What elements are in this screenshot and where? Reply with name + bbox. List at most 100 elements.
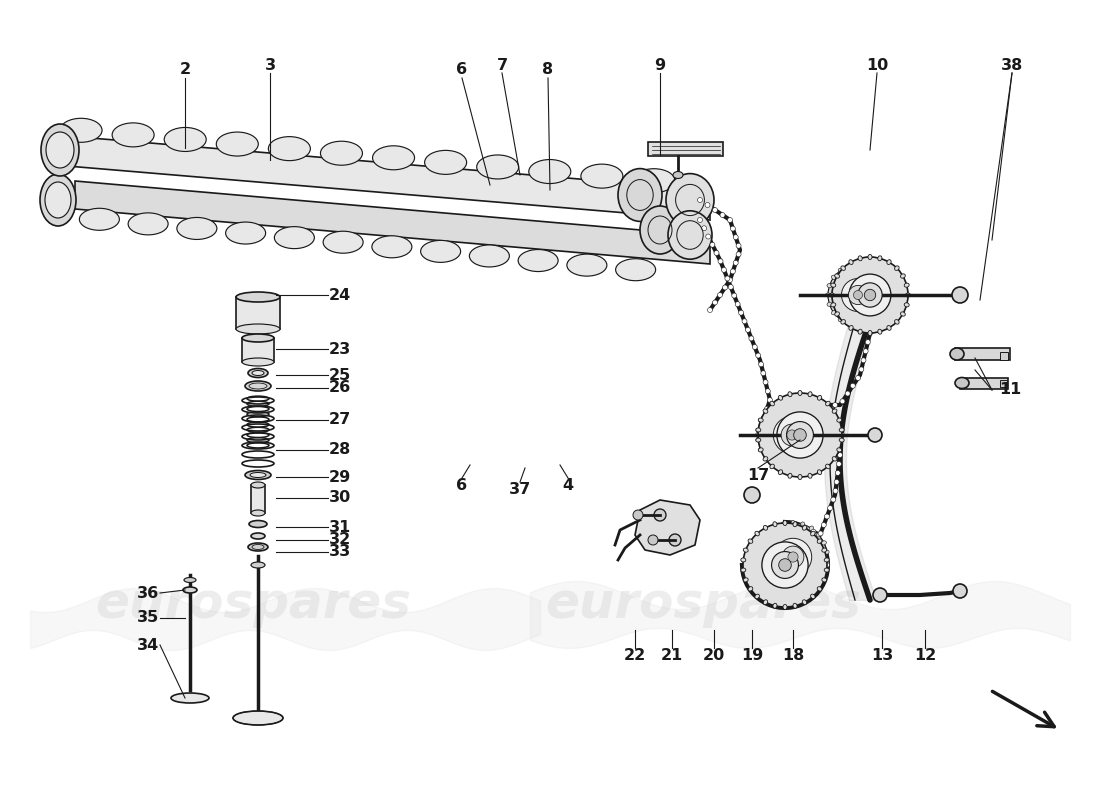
Ellipse shape [826,464,830,469]
Circle shape [736,243,741,248]
Text: 22: 22 [624,647,646,662]
Circle shape [825,562,829,567]
Circle shape [722,267,726,272]
Ellipse shape [824,550,829,554]
Ellipse shape [781,587,785,592]
Circle shape [820,555,824,560]
Ellipse shape [164,127,206,151]
Ellipse shape [757,560,762,564]
Ellipse shape [616,258,656,281]
Ellipse shape [771,462,775,466]
Ellipse shape [748,586,752,591]
Ellipse shape [788,392,792,397]
Ellipse shape [815,455,820,459]
Ellipse shape [790,466,794,471]
Ellipse shape [529,159,571,183]
Text: 9: 9 [654,58,666,73]
Ellipse shape [822,578,827,582]
Ellipse shape [760,569,764,574]
Circle shape [786,422,813,449]
Circle shape [868,330,872,335]
Circle shape [728,285,734,290]
Circle shape [738,310,744,315]
Ellipse shape [816,577,821,582]
Ellipse shape [822,541,826,545]
Ellipse shape [880,310,884,315]
Circle shape [794,429,806,442]
Ellipse shape [759,447,763,451]
Circle shape [859,367,864,372]
Circle shape [762,542,808,588]
Text: 13: 13 [871,647,893,662]
Ellipse shape [830,302,836,307]
Ellipse shape [808,462,813,466]
Text: 35: 35 [136,610,160,626]
Ellipse shape [764,410,769,415]
Circle shape [764,406,770,411]
Circle shape [714,250,719,255]
Ellipse shape [780,465,784,470]
Circle shape [832,257,908,333]
Circle shape [697,218,703,222]
Ellipse shape [763,457,768,461]
Ellipse shape [793,522,798,526]
Text: 2: 2 [179,62,190,78]
Ellipse shape [816,533,821,537]
Text: 28: 28 [329,442,351,458]
Circle shape [648,535,658,545]
Circle shape [768,398,772,402]
Circle shape [845,391,850,396]
Ellipse shape [373,146,415,170]
Ellipse shape [251,562,265,568]
Bar [236,297,280,329]
Ellipse shape [837,418,842,422]
Ellipse shape [808,474,812,478]
Circle shape [727,218,733,222]
Ellipse shape [858,330,862,334]
Text: 31: 31 [329,519,351,534]
Ellipse shape [815,410,820,415]
Ellipse shape [755,594,759,598]
Ellipse shape [884,284,889,288]
Ellipse shape [894,320,899,324]
Circle shape [713,207,717,213]
Ellipse shape [763,600,768,605]
Ellipse shape [832,310,836,315]
Circle shape [833,402,837,407]
Ellipse shape [41,124,79,176]
Ellipse shape [759,418,763,423]
Ellipse shape [817,470,822,474]
Ellipse shape [849,260,854,265]
Circle shape [759,523,827,591]
Ellipse shape [783,605,786,610]
Circle shape [707,307,713,313]
Circle shape [756,433,760,438]
Polygon shape [55,135,710,220]
Circle shape [742,318,747,324]
Text: 18: 18 [782,647,804,662]
Ellipse shape [760,541,764,545]
Ellipse shape [868,330,872,335]
Ellipse shape [894,266,899,270]
Ellipse shape [838,317,843,322]
Text: 27: 27 [329,413,351,427]
Ellipse shape [833,457,837,461]
Circle shape [702,226,706,230]
Bar [648,142,723,156]
Ellipse shape [217,132,258,156]
Ellipse shape [773,603,777,608]
Bar [251,485,265,513]
Ellipse shape [248,369,268,378]
Circle shape [864,349,868,354]
Ellipse shape [791,589,795,594]
Ellipse shape [837,448,842,452]
Circle shape [840,399,845,404]
Circle shape [873,588,887,602]
Text: 25: 25 [329,367,351,382]
Ellipse shape [248,543,268,551]
Ellipse shape [821,418,825,423]
Circle shape [830,497,836,502]
Ellipse shape [45,182,72,218]
Text: 7: 7 [496,58,507,73]
Ellipse shape [873,317,878,322]
